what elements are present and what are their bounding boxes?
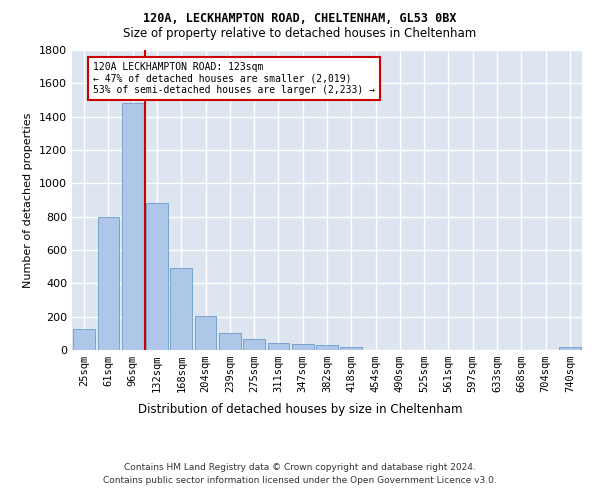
Bar <box>316 345 338 350</box>
Bar <box>122 104 143 350</box>
Text: Contains HM Land Registry data © Crown copyright and database right 2024.: Contains HM Land Registry data © Crown c… <box>124 462 476 471</box>
Bar <box>559 347 581 350</box>
Bar <box>194 316 217 350</box>
Text: Size of property relative to detached houses in Cheltenham: Size of property relative to detached ho… <box>124 28 476 40</box>
Bar <box>243 339 265 350</box>
Bar <box>292 344 314 350</box>
Text: Distribution of detached houses by size in Cheltenham: Distribution of detached houses by size … <box>138 402 462 415</box>
Bar <box>219 332 241 350</box>
Bar <box>97 216 119 350</box>
Bar <box>146 202 168 350</box>
Bar <box>73 329 95 350</box>
Bar <box>268 344 289 350</box>
Text: Contains public sector information licensed under the Open Government Licence v3: Contains public sector information licen… <box>103 476 497 485</box>
Bar <box>170 268 192 350</box>
Y-axis label: Number of detached properties: Number of detached properties <box>23 112 34 288</box>
Text: 120A, LECKHAMPTON ROAD, CHELTENHAM, GL53 0BX: 120A, LECKHAMPTON ROAD, CHELTENHAM, GL53… <box>143 12 457 26</box>
Text: 120A LECKHAMPTON ROAD: 123sqm
← 47% of detached houses are smaller (2,019)
53% o: 120A LECKHAMPTON ROAD: 123sqm ← 47% of d… <box>92 62 374 95</box>
Bar <box>340 346 362 350</box>
